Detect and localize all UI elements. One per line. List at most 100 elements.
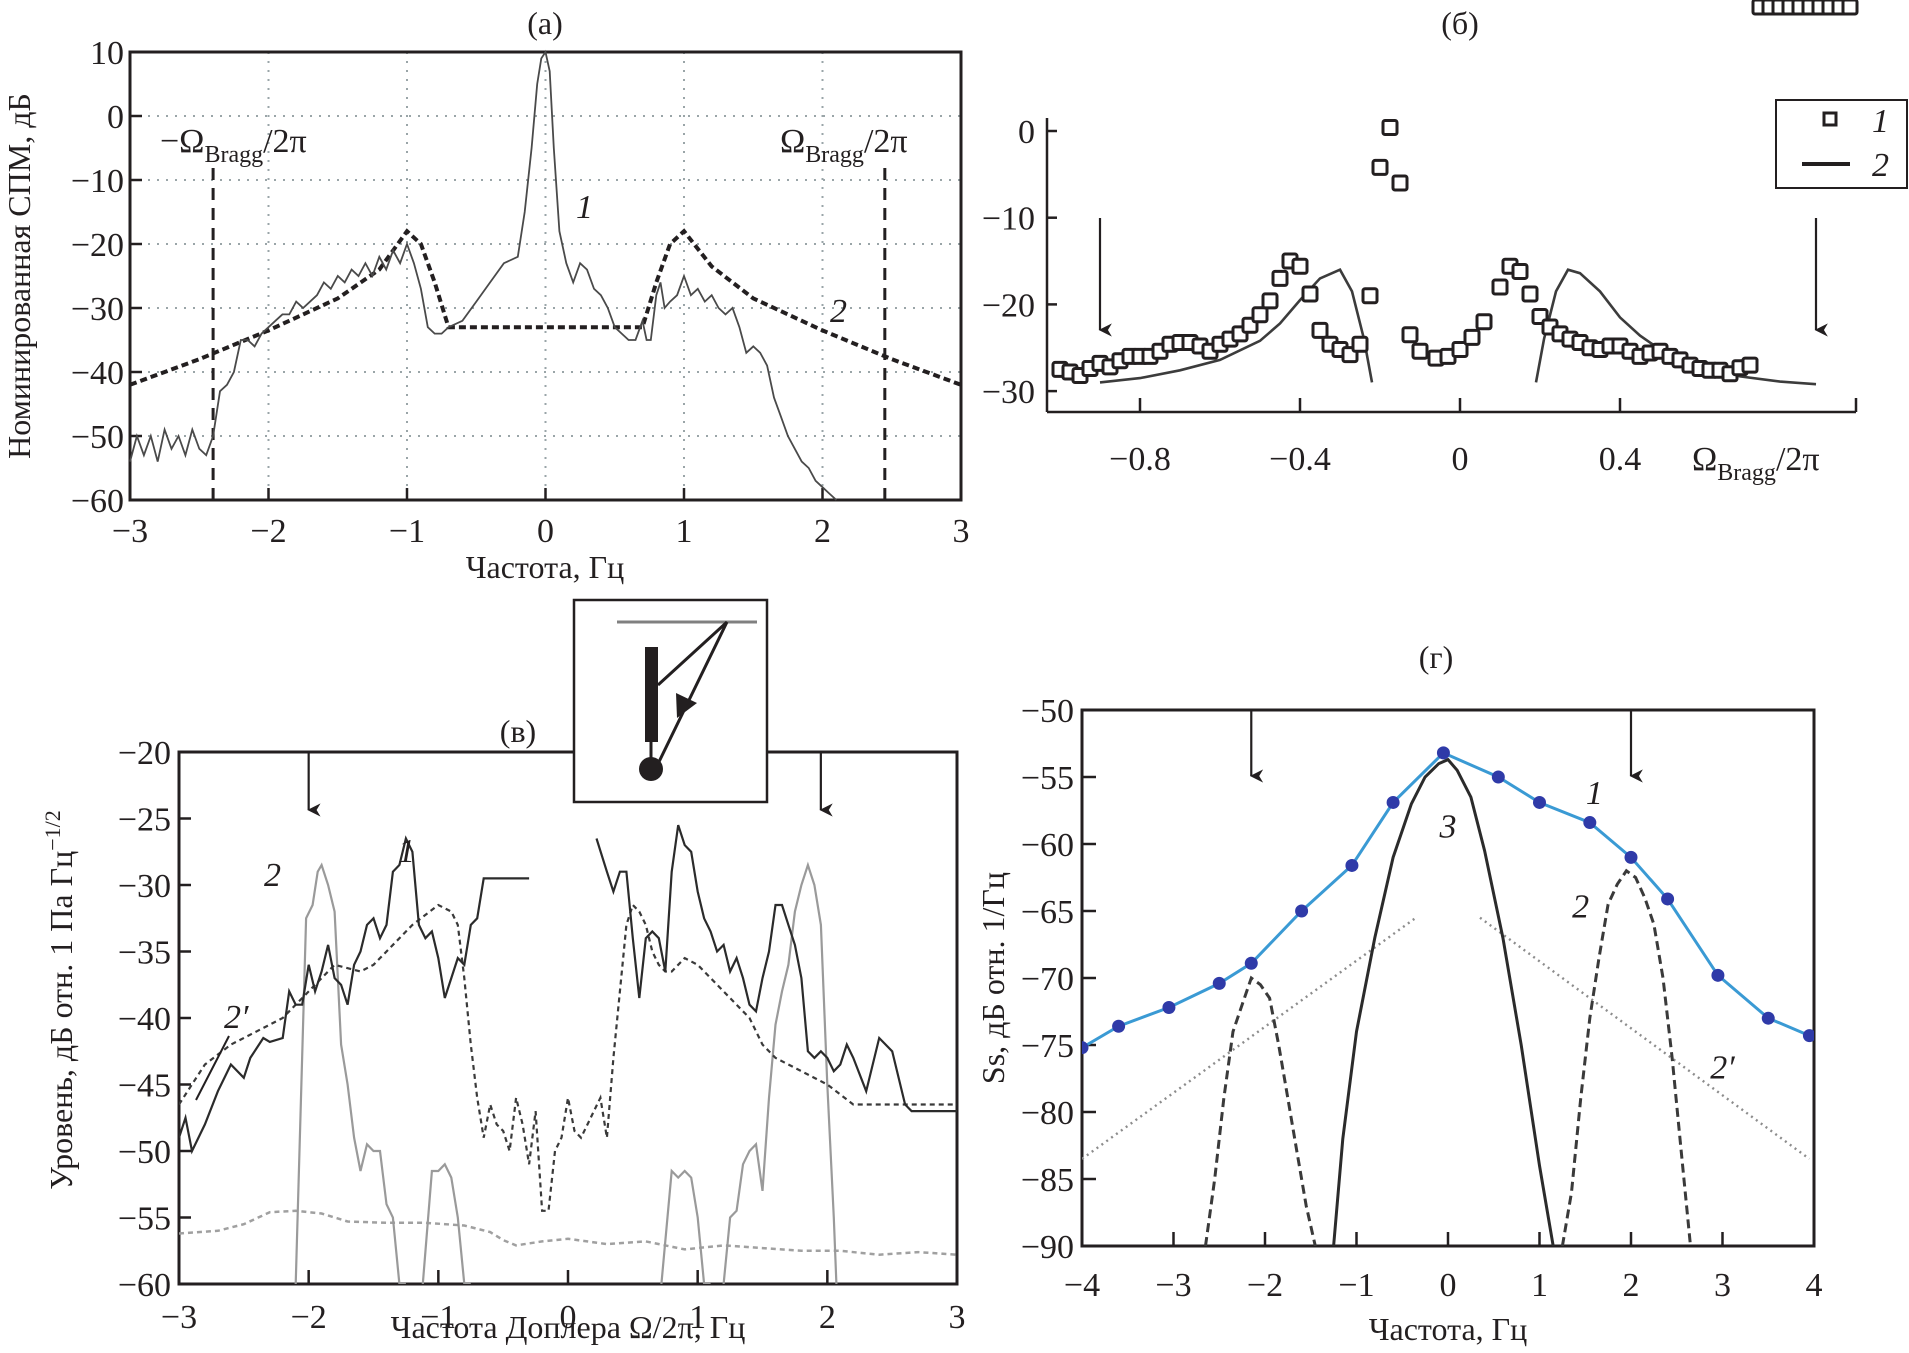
- y-tick-label: −30: [118, 868, 171, 905]
- curve-label-2: 2: [830, 293, 847, 330]
- y-tick-label: −25: [118, 802, 171, 839]
- y-tick-label: −10: [71, 163, 124, 200]
- series-1-point: [1491, 770, 1505, 784]
- curve-label-2prime: 2′: [224, 999, 249, 1036]
- legend: 12: [1775, 99, 1908, 189]
- panel-v: (в) −3 −2 −1 0 1 2 3 −20 −25 −30 −35 −40 −45 −50 −55 −60…: [40, 598, 966, 1345]
- source-point-icon: [639, 757, 663, 781]
- series-1-point: [1711, 968, 1725, 982]
- series-2-line: [1204, 975, 1317, 1246]
- series-1-line: [179, 835, 530, 1155]
- panel-g-title: (г): [1419, 639, 1453, 675]
- series-1-point: [1212, 976, 1226, 990]
- x-axis-title: ΩBragg/2π: [1692, 441, 1820, 486]
- x-tick-label: −3: [112, 513, 148, 550]
- series-1-line: [129, 49, 838, 501]
- x-tick-label: −0.4: [1269, 441, 1331, 478]
- series-1-point: [1436, 746, 1450, 760]
- series-1-marker: [1301, 285, 1319, 303]
- x-axis-title: Частота, Гц: [466, 549, 625, 585]
- series-1-marker: [1371, 158, 1389, 176]
- curve-label: 2′: [1710, 1050, 1735, 1087]
- x-axis-title: Частота Доплера Ω/2π, Гц: [391, 1309, 746, 1345]
- inset-frame: [572, 598, 769, 804]
- x-tick-label: 1: [676, 513, 693, 550]
- y-tick-label: −85: [1021, 1162, 1074, 1199]
- series-1-marker: [1401, 326, 1419, 344]
- x-tick-label: 0: [1440, 1267, 1457, 1304]
- y-tick-label: −40: [118, 1001, 171, 1038]
- series-1-marker: [1491, 278, 1509, 296]
- x-tick-label: −2: [291, 1299, 327, 1336]
- series-2prime-line: [1479, 916, 1811, 1160]
- series-2-line: [660, 1168, 711, 1284]
- curve-label-1: 1: [398, 833, 415, 870]
- series-1-point: [1624, 850, 1638, 864]
- series-2-line: [1534, 268, 1817, 386]
- series-2-line: [1560, 868, 1692, 1246]
- x-tick-label: −1: [1338, 1267, 1374, 1304]
- legend-label-1: 1: [1872, 103, 1889, 140]
- y-tick-label: −90: [1021, 1229, 1074, 1266]
- curve-label: 1: [1586, 775, 1603, 812]
- ray-2-icon: [653, 621, 729, 771]
- y-axis-title: Номинированная СПМ, дБ: [1, 93, 37, 459]
- array-bar-icon: [645, 647, 658, 742]
- y-tick-label: −65: [1021, 894, 1074, 931]
- series-2-line: [294, 862, 406, 1284]
- plot-frame: [177, 750, 959, 1286]
- series-1-marker: [1381, 119, 1399, 137]
- series-group: [1082, 746, 1814, 1246]
- y-tick-label: −55: [1021, 760, 1074, 797]
- series-1-point: [1661, 892, 1675, 906]
- series-1-point: [1761, 1011, 1775, 1025]
- y-tick-label: −75: [1021, 1028, 1074, 1065]
- series-1-marker: [1511, 262, 1529, 280]
- legend-label-2: 2: [1872, 147, 1889, 184]
- series-1-marker: [1475, 313, 1493, 331]
- y-tick-label: −60: [118, 1267, 171, 1304]
- x-tick-label: −0.8: [1109, 441, 1171, 478]
- legend-marker-square: [1822, 111, 1838, 127]
- series-1-point: [1112, 1019, 1126, 1033]
- series-3-line: [1332, 757, 1555, 1246]
- series-1-marker: [1361, 287, 1379, 305]
- series-1-point: [1533, 795, 1546, 809]
- series-2prime-line: [179, 902, 957, 1212]
- series-1-point: [1802, 1029, 1814, 1043]
- series-1-point: [1345, 858, 1359, 872]
- series-1-point: [1295, 904, 1309, 918]
- y-tick-label: −60: [1021, 827, 1074, 864]
- y-tick-label: −30: [982, 374, 1035, 411]
- series-1-marker: [1311, 321, 1329, 339]
- series-1-point: [1082, 1041, 1089, 1055]
- series-1-marker: [1351, 335, 1369, 353]
- curve-label: 2: [1572, 889, 1589, 926]
- geometry-inset: [572, 598, 769, 804]
- panel-b-title: (б): [1441, 5, 1479, 41]
- x-tick-label: −2: [250, 513, 286, 550]
- series-1-marker: [1741, 356, 1759, 374]
- curve-label: 3: [1439, 808, 1457, 845]
- x-tick-label: −1: [420, 1299, 456, 1336]
- x-tick-label: 2: [819, 1299, 836, 1336]
- series-2-line: [421, 1162, 471, 1284]
- panel-a-title: (а): [527, 5, 563, 41]
- y-tick-label: −55: [118, 1201, 171, 1238]
- y-tick-label: −20: [71, 227, 124, 264]
- x-tick-label: −2: [1247, 1267, 1283, 1304]
- y-axis-title: Уровень, дБ отн. 1 Па Гц−1/2: [40, 810, 79, 1190]
- series-2prime-line: [1082, 916, 1417, 1160]
- y-tick-label: −70: [1021, 961, 1074, 998]
- x-tick-label: 0.4: [1599, 441, 1642, 478]
- x-tick-label: 2: [1623, 1267, 1640, 1304]
- ray-arrowhead-icon: [676, 693, 697, 718]
- series-1-marker: [1271, 269, 1289, 287]
- bragg-label: −ΩBragg/2π: [160, 123, 307, 168]
- series-1-marker: [1841, 0, 1859, 16]
- series-group: [179, 824, 957, 1284]
- y-tick-label: −40: [71, 355, 124, 392]
- series-1-marker: [1463, 328, 1481, 346]
- y-tick-label: −50: [118, 1134, 171, 1171]
